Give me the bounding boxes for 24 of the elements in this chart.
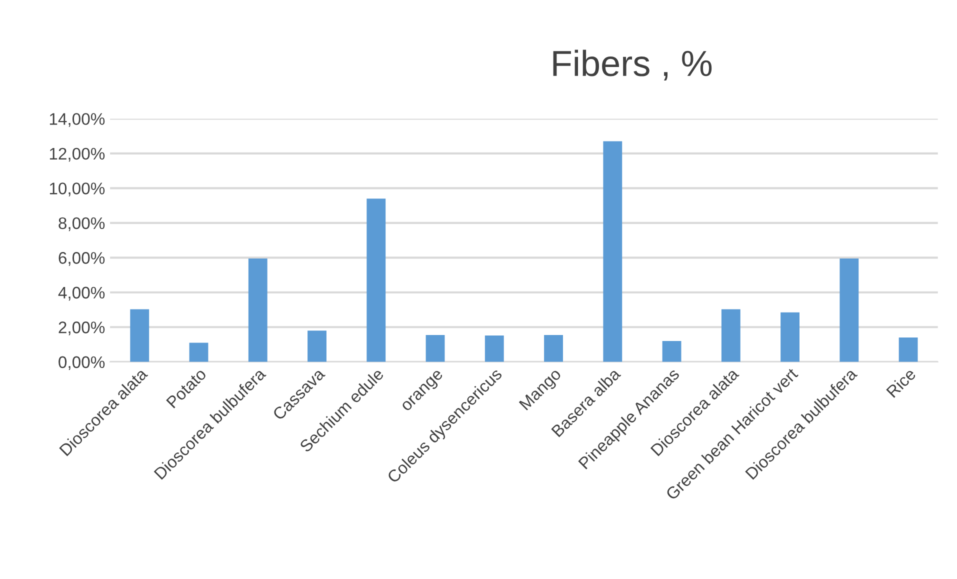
y-tick-label: 6,00% (58, 252, 105, 266)
x-tick-label: Rice (886, 367, 916, 398)
bar (721, 309, 740, 362)
y-tick-label: 10,00% (50, 182, 105, 196)
bar (662, 341, 682, 362)
bar (130, 309, 150, 362)
bar (484, 335, 504, 362)
y-tick-label: 12,00% (50, 148, 105, 162)
bar (780, 312, 800, 362)
y-tick-label: 2,00% (58, 322, 105, 336)
bar (603, 141, 622, 362)
bar (308, 330, 326, 362)
y-tick-label: 8,00% (58, 217, 105, 232)
bar (366, 198, 386, 362)
y-tick-label: 14,00% (50, 113, 105, 127)
bar (898, 338, 918, 362)
bar (840, 258, 859, 362)
bar (426, 334, 445, 362)
y-tick-label: 0,00% (58, 356, 105, 370)
bar (189, 342, 208, 362)
bar (248, 258, 268, 362)
y-tick-label: 4,00% (58, 286, 105, 301)
chart-title: Fibers , % (553, 50, 712, 81)
bar (544, 334, 563, 362)
